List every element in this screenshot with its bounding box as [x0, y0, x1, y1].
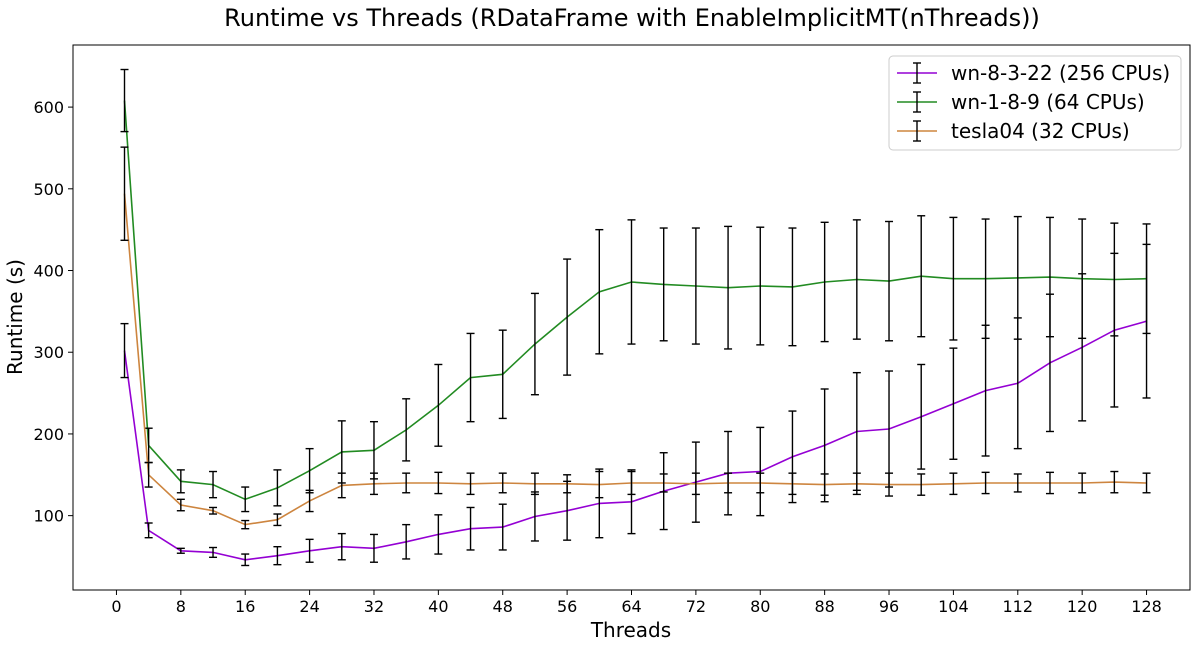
series-0 — [120, 243, 1151, 567]
x-tick-label: 8 — [176, 597, 186, 616]
chart-title: Runtime vs Threads (RDataFrame with Enab… — [224, 4, 1040, 32]
x-tick-label: 16 — [235, 597, 255, 616]
x-tick-label: 112 — [1003, 597, 1034, 616]
x-tick-label: 32 — [364, 597, 384, 616]
x-tick-label: 104 — [938, 597, 969, 616]
legend-item: wn-8-3-22 (256 CPUs) — [897, 61, 1170, 85]
x-tick-label: 64 — [621, 597, 641, 616]
y-tick-label: 600 — [33, 98, 64, 117]
y-tick-label: 300 — [33, 343, 64, 362]
legend: wn-8-3-22 (256 CPUs) wn-1-8-9 (64 CPUs) te… — [888, 55, 1182, 151]
x-tick-label: 40 — [428, 597, 448, 616]
y-axis-label: Runtime (s) — [3, 259, 27, 375]
x-tick-label: 24 — [299, 597, 319, 616]
x-tick-label: 72 — [686, 597, 706, 616]
x-tick-label: 128 — [1131, 597, 1162, 616]
x-axis: 0 8 16 24 32 40 48 56 64 72 80 88 96 104 112 120 128 — [111, 590, 1162, 616]
y-axis: 100 200 300 400 500 600 — [33, 98, 73, 526]
x-tick-label: 96 — [879, 597, 899, 616]
series-line — [123, 100, 1147, 501]
legend-item: tesla04 (32 CPUs) — [897, 119, 1130, 143]
y-tick-label: 400 — [33, 262, 64, 281]
x-tick-label: 80 — [750, 597, 770, 616]
y-tick-label: 200 — [33, 425, 64, 444]
x-tick-label: 56 — [557, 597, 577, 616]
y-tick-label: 100 — [33, 507, 64, 526]
y-tick-label: 500 — [33, 180, 64, 199]
series-1 — [120, 68, 1151, 513]
x-tick-label: 48 — [493, 597, 513, 616]
x-tick-label: 0 — [111, 597, 121, 616]
series-layer — [120, 68, 1151, 567]
legend-label: wn-8-3-22 (256 CPUs) — [951, 61, 1170, 85]
legend-label: wn-1-8-9 (64 CPUs) — [951, 90, 1145, 114]
x-tick-label: 88 — [814, 597, 834, 616]
x-axis-label: Threads — [590, 618, 671, 642]
legend-label: tesla04 (32 CPUs) — [951, 119, 1130, 143]
series-2 — [120, 146, 1151, 530]
legend-item: wn-1-8-9 (64 CPUs) — [897, 90, 1145, 114]
x-tick-label: 120 — [1067, 597, 1098, 616]
legend-frame — [888, 55, 1182, 151]
